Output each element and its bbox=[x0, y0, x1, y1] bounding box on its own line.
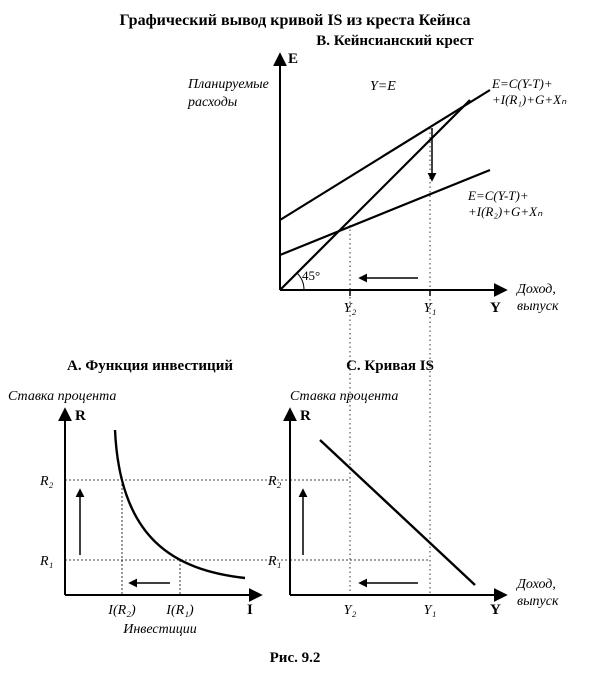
eq-hi-1: E=C(Y-T)+ bbox=[491, 76, 553, 91]
tick-a-ir1: I(R₁) bbox=[165, 603, 194, 618]
tick-c-r1: R₁ bbox=[267, 554, 281, 569]
panel-b-y-axis-letter: E bbox=[288, 51, 298, 67]
panel-b-planned-2: расходы bbox=[187, 95, 237, 110]
eq-lo-2: +I(R₂)+G+Xₙ bbox=[468, 204, 543, 219]
panel-c-x-letter: Y bbox=[490, 602, 501, 618]
label-45: 45° bbox=[302, 268, 320, 283]
panel-a-title: A. Функция инвестиций bbox=[67, 358, 233, 374]
panel-b-x-lab2: выпуск bbox=[517, 299, 559, 314]
panel-b-x-lab1: Доход, bbox=[515, 282, 556, 297]
panel-a-ylab: Ставка процента bbox=[8, 389, 116, 404]
panel-b-planned-1: Планируемые bbox=[187, 77, 269, 92]
tick-c-r2: R₂ bbox=[267, 474, 282, 489]
panel-c-x-lab2: выпуск bbox=[517, 594, 559, 609]
panel-b: B. Кейнсианский крест E Планируемые расх… bbox=[187, 33, 567, 595]
eq-hi-2: +I(R₁)+G+Xₙ bbox=[492, 92, 567, 107]
is-curve bbox=[320, 440, 475, 585]
panel-c-y-letter: R bbox=[300, 408, 311, 424]
label-YE: Y=E bbox=[370, 79, 396, 94]
panel-a: A. Функция инвестиций Ставка процента R … bbox=[8, 358, 290, 637]
e-line-lo bbox=[280, 170, 490, 255]
tick-b-y2: Y₂ bbox=[344, 301, 357, 316]
panel-a-x-caption: Инвестиции bbox=[122, 622, 197, 637]
main-title: Графический вывод кривой IS из креста Ке… bbox=[120, 12, 471, 29]
panel-c: C. Кривая IS Ставка процента R Y Доход, … bbox=[267, 358, 559, 618]
tick-c-y2: Y₂ bbox=[344, 603, 357, 618]
panel-c-x-lab1: Доход, bbox=[515, 577, 556, 592]
panel-a-x-letter: I bbox=[247, 602, 253, 618]
tick-c-y1: Y₁ bbox=[424, 603, 437, 618]
eq-lo-1: E=C(Y-T)+ bbox=[467, 188, 529, 203]
panel-c-ylab: Ставка процента bbox=[290, 389, 398, 404]
e-line-hi bbox=[280, 90, 490, 220]
panel-a-y-letter: R bbox=[75, 408, 86, 424]
panel-b-x-letter: Y bbox=[490, 300, 501, 316]
figure-caption: Рис. 9.2 bbox=[270, 650, 321, 666]
panel-c-title: C. Кривая IS bbox=[346, 358, 434, 374]
panel-b-title: B. Кейнсианский крест bbox=[316, 33, 474, 49]
line-45 bbox=[280, 100, 470, 290]
tick-a-r2: R₂ bbox=[39, 474, 54, 489]
investment-curve bbox=[115, 430, 245, 578]
tick-a-r1: R₁ bbox=[39, 554, 53, 569]
tick-a-ir2: I(R₂) bbox=[107, 603, 136, 618]
